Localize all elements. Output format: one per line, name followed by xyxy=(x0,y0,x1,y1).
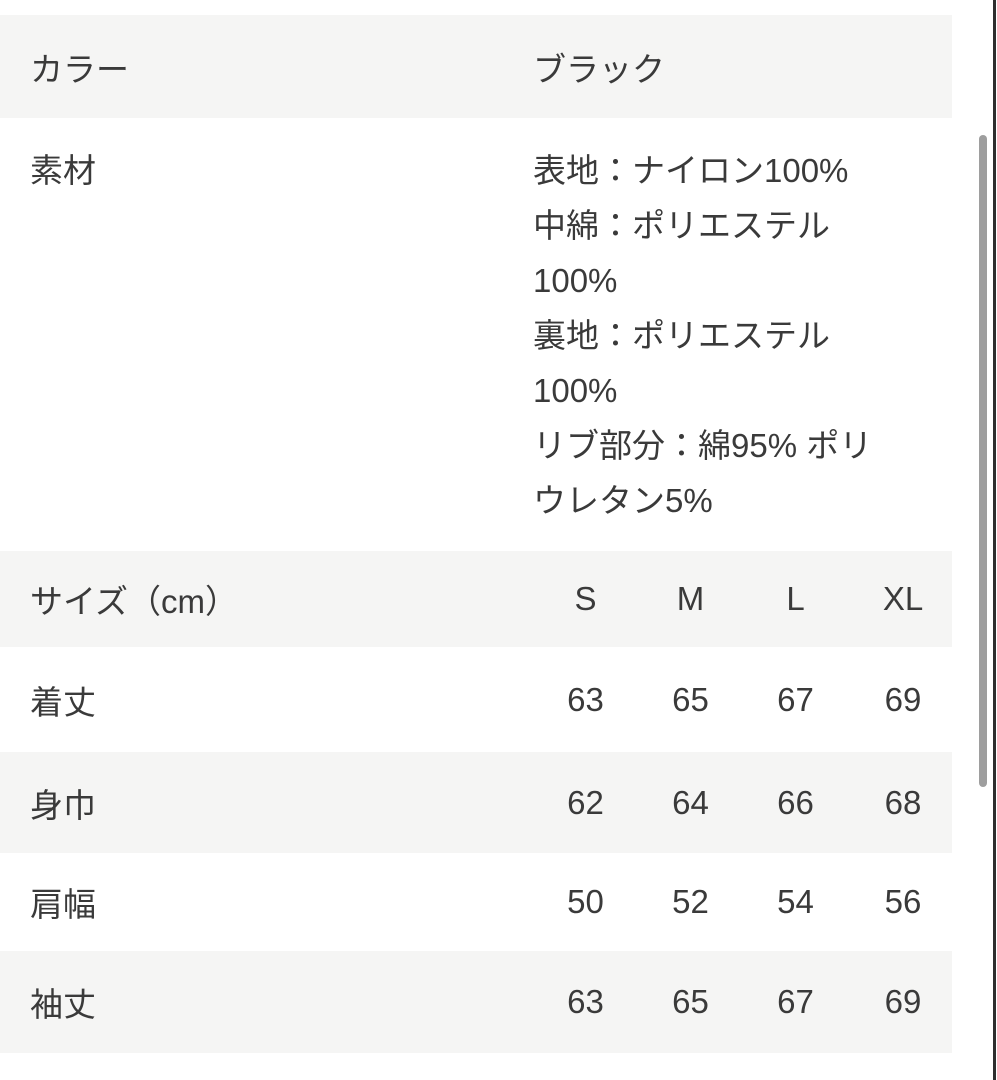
measure-value: 69 xyxy=(884,680,922,718)
size-columns: S M L XL xyxy=(533,580,958,618)
table-row-color: カラー ブラック xyxy=(0,15,952,118)
measure-value: 54 xyxy=(777,883,814,920)
row-label: 肩幅 xyxy=(30,886,96,923)
measure-value: 63 xyxy=(567,983,604,1020)
material-line: ウレタン5% xyxy=(533,482,713,519)
measure-value: 69 xyxy=(884,983,922,1020)
row-label: 素材 xyxy=(30,152,96,189)
measure-value: 66 xyxy=(777,783,814,821)
measure-value: 64 xyxy=(672,783,709,821)
size-column-header: XL xyxy=(882,580,924,617)
material-line: リブ部分：綿95% ポリ xyxy=(533,427,873,464)
measure-value: 67 xyxy=(777,983,814,1020)
row-label: 袖丈 xyxy=(30,986,96,1023)
scrollbar-thumb[interactable] xyxy=(979,135,987,787)
table-row-measure: 着丈 63 65 67 69 xyxy=(0,647,952,752)
material-line: 100% xyxy=(533,372,618,409)
measure-value: 56 xyxy=(884,883,922,920)
measure-values: 63 65 67 69 xyxy=(533,681,958,719)
measure-value: 65 xyxy=(672,680,709,718)
row-label: カラー xyxy=(30,50,129,88)
size-column-header: S xyxy=(574,580,597,617)
material-line: 裏地：ポリエステル xyxy=(533,317,830,354)
measure-value: 62 xyxy=(567,783,604,821)
measure-value: 50 xyxy=(567,883,604,920)
measure-value: 65 xyxy=(672,983,709,1020)
size-column-header: L xyxy=(786,580,805,617)
row-label: サイズ（cm） xyxy=(30,583,238,620)
row-label: 身巾 xyxy=(30,786,96,824)
table-row-material: 素材 表地：ナイロン100% 中綿：ポリエステル 100% 裏地：ポリエステル … xyxy=(0,118,952,551)
table-row-measure: 袖丈 63 65 67 69 xyxy=(0,951,952,1053)
table-row-measure: 肩幅 50 52 54 56 xyxy=(0,853,952,951)
row-value-multiline: 表地：ナイロン100% 中綿：ポリエステル 100% 裏地：ポリエステル 100… xyxy=(533,143,952,528)
material-line: 中綿：ポリエステル xyxy=(533,207,830,244)
row-value: ブラック xyxy=(533,50,665,88)
window-edge-line xyxy=(993,0,996,1080)
measure-values: 62 64 66 68 xyxy=(533,784,958,822)
table-row-measure: 身巾 62 64 66 68 xyxy=(0,752,952,853)
measure-value: 68 xyxy=(884,783,922,821)
size-column-header: M xyxy=(676,580,705,617)
measure-values: 63 65 67 69 xyxy=(533,983,958,1021)
row-label: 着丈 xyxy=(30,683,96,721)
spec-table: カラー ブラック 素材 表地：ナイロン100% 中綿：ポリエステル 100% 裏… xyxy=(0,15,952,1053)
measure-value: 63 xyxy=(567,680,604,718)
material-line: 表地：ナイロン100% xyxy=(533,152,849,189)
table-row-size-header: サイズ（cm） S M L XL xyxy=(0,551,952,647)
measure-value: 52 xyxy=(672,883,709,920)
material-line: 100% xyxy=(533,262,618,299)
measure-values: 50 52 54 56 xyxy=(533,883,958,921)
measure-value: 67 xyxy=(777,680,814,718)
